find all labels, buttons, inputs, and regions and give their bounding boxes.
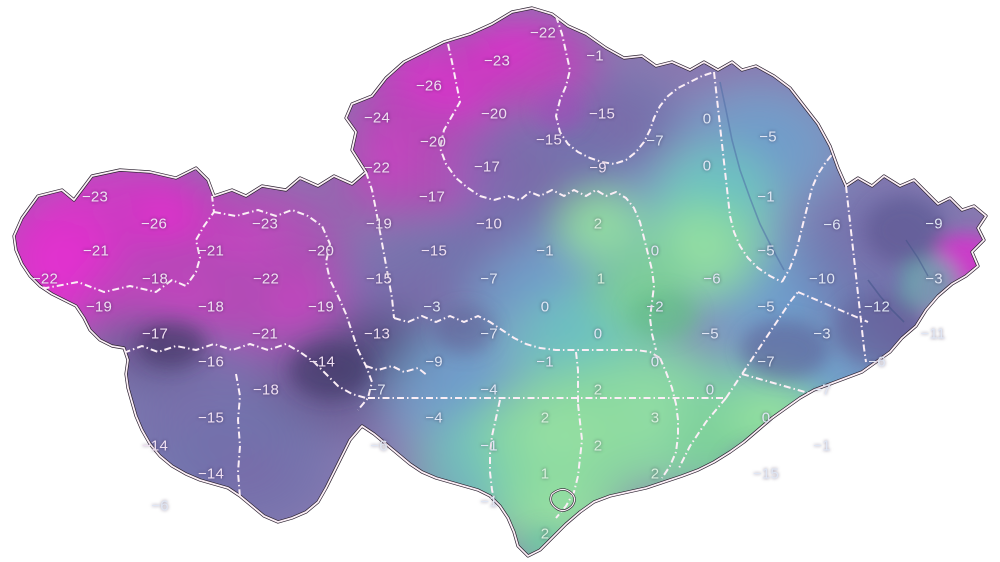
country-outline <box>12 6 988 558</box>
region-boundaries <box>14 15 869 521</box>
hydrography <box>549 81 929 512</box>
